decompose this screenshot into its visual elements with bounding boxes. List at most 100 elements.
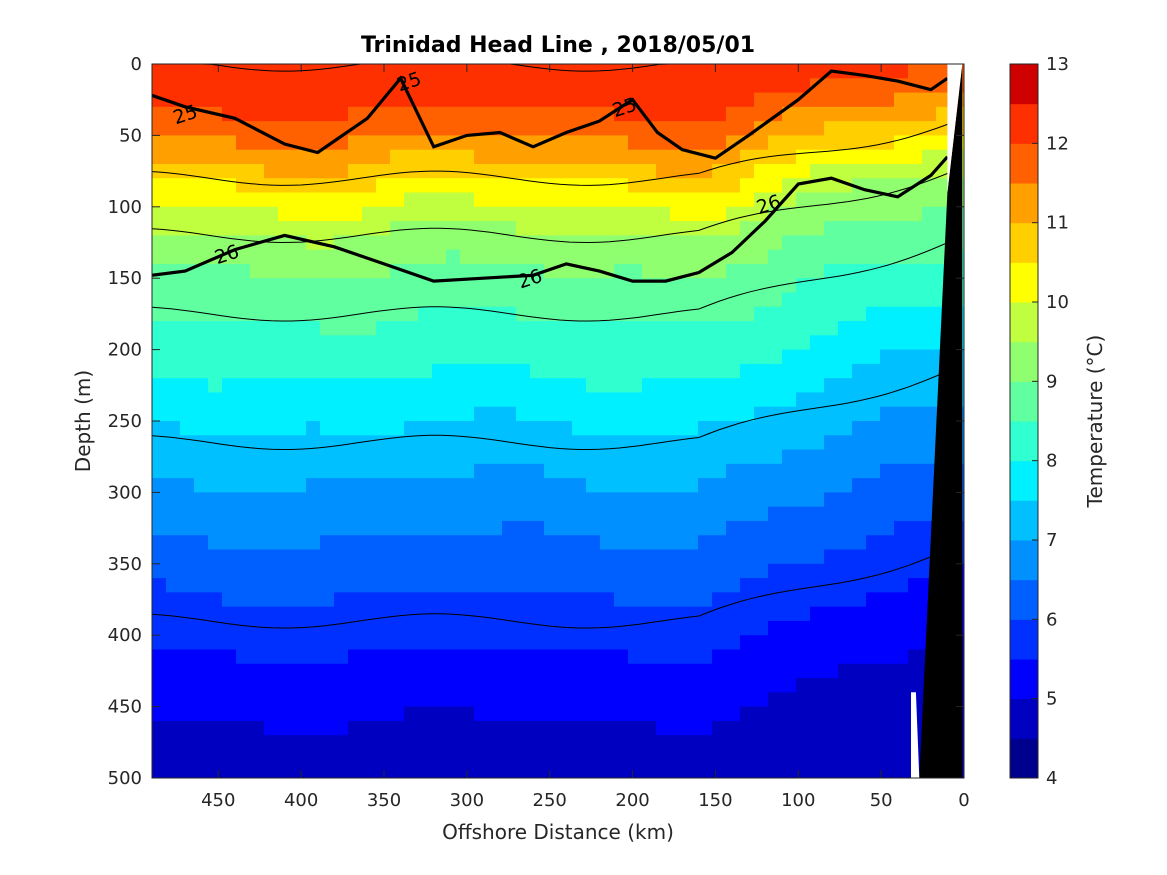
temperature-cell bbox=[754, 92, 769, 108]
temperature-cell bbox=[572, 163, 587, 179]
temperature-cell bbox=[292, 163, 307, 179]
temperature-cell bbox=[446, 335, 461, 351]
temperature-cell bbox=[446, 206, 461, 222]
temperature-cell bbox=[880, 578, 895, 593]
temperature-cell bbox=[278, 78, 293, 94]
temperature-cell bbox=[684, 378, 699, 394]
temperature-cell bbox=[194, 392, 209, 408]
temperature-cell bbox=[908, 406, 923, 422]
temperature-cell bbox=[586, 478, 601, 493]
temperature-cell bbox=[502, 692, 517, 708]
temperature-cell bbox=[698, 206, 713, 222]
temperature-cell bbox=[726, 149, 741, 165]
temperature-cell bbox=[698, 178, 713, 194]
temperature-cell bbox=[250, 478, 265, 493]
temperature-cell bbox=[768, 649, 783, 665]
temperature-cell bbox=[908, 106, 923, 122]
temperature-cell bbox=[880, 463, 895, 479]
temperature-cell bbox=[908, 435, 923, 451]
temperature-cell bbox=[446, 578, 461, 593]
temperature-cell bbox=[264, 678, 279, 693]
temperature-cell bbox=[866, 92, 881, 108]
temperature-cell bbox=[712, 620, 727, 636]
temperature-cell bbox=[684, 535, 699, 551]
temperature-cell bbox=[208, 635, 223, 651]
temperature-cell bbox=[754, 249, 769, 265]
temperature-cell bbox=[222, 478, 237, 493]
temperature-cell bbox=[852, 663, 867, 679]
temperature-cell bbox=[880, 363, 895, 379]
temperature-cell bbox=[488, 649, 503, 665]
temperature-cell bbox=[460, 635, 475, 651]
temperature-cell bbox=[572, 692, 587, 708]
temperature-cell bbox=[460, 363, 475, 379]
temperature-cell bbox=[180, 206, 195, 222]
y-tick-label: 500 bbox=[108, 768, 142, 789]
temperature-cell bbox=[656, 206, 671, 222]
temperature-cell bbox=[586, 635, 601, 651]
x-tick-label: 150 bbox=[698, 790, 732, 811]
temperature-cell bbox=[194, 306, 209, 322]
temperature-cell bbox=[614, 749, 629, 765]
temperature-cell bbox=[348, 221, 363, 236]
temperature-cell bbox=[194, 263, 209, 279]
temperature-cell bbox=[166, 206, 181, 222]
temperature-cell bbox=[362, 392, 377, 408]
temperature-cell bbox=[474, 563, 489, 579]
temperature-cell bbox=[768, 735, 783, 751]
y-tick-label: 300 bbox=[108, 482, 142, 503]
temperature-cell bbox=[894, 149, 909, 165]
temperature-cell bbox=[460, 235, 475, 251]
temperature-cell bbox=[894, 249, 909, 265]
temperature-cell bbox=[292, 64, 307, 79]
temperature-cell bbox=[600, 421, 615, 436]
temperature-cell bbox=[502, 749, 517, 765]
temperature-cell bbox=[544, 578, 559, 593]
temperature-cell bbox=[796, 506, 811, 522]
temperature-cell bbox=[894, 706, 909, 722]
temperature-cell bbox=[712, 549, 727, 565]
temperature-cell bbox=[894, 163, 909, 179]
temperature-cell bbox=[922, 478, 937, 493]
temperature-cell bbox=[614, 278, 629, 294]
temperature-cell bbox=[824, 449, 839, 465]
temperature-cell bbox=[740, 178, 755, 194]
temperature-cell bbox=[824, 635, 839, 651]
temperature-cell bbox=[530, 349, 545, 365]
temperature-cell bbox=[278, 535, 293, 551]
temperature-cell bbox=[740, 378, 755, 394]
temperature-cell bbox=[362, 663, 377, 679]
temperature-cell bbox=[866, 506, 881, 522]
temperature-cell bbox=[446, 121, 461, 136]
temperature-cell bbox=[404, 563, 419, 579]
temperature-cell bbox=[376, 406, 391, 422]
temperature-cell bbox=[754, 292, 769, 308]
temperature-cell bbox=[432, 449, 447, 465]
temperature-cell bbox=[600, 163, 615, 179]
colorbar-tick-label: 11 bbox=[1046, 213, 1069, 234]
temperature-cell bbox=[516, 363, 531, 379]
temperature-cell bbox=[824, 592, 839, 608]
temperature-cell bbox=[250, 735, 265, 751]
temperature-cell bbox=[180, 749, 195, 765]
temperature-cell bbox=[222, 492, 237, 508]
temperature-cell bbox=[726, 221, 741, 236]
temperature-cell bbox=[586, 449, 601, 465]
temperature-cell bbox=[754, 563, 769, 579]
temperature-cell bbox=[516, 192, 531, 208]
temperature-cell bbox=[278, 592, 293, 608]
temperature-cell bbox=[600, 392, 615, 408]
temperature-cell bbox=[614, 64, 629, 79]
temperature-cell bbox=[712, 235, 727, 251]
temperature-cell bbox=[460, 163, 475, 179]
temperature-cell bbox=[432, 720, 447, 736]
temperature-cell bbox=[628, 135, 643, 151]
temperature-cell bbox=[362, 549, 377, 565]
temperature-cell bbox=[782, 463, 797, 479]
temperature-cell bbox=[866, 121, 881, 136]
temperature-cell bbox=[474, 64, 489, 79]
temperature-cell bbox=[586, 663, 601, 679]
temperature-cell bbox=[670, 249, 685, 265]
